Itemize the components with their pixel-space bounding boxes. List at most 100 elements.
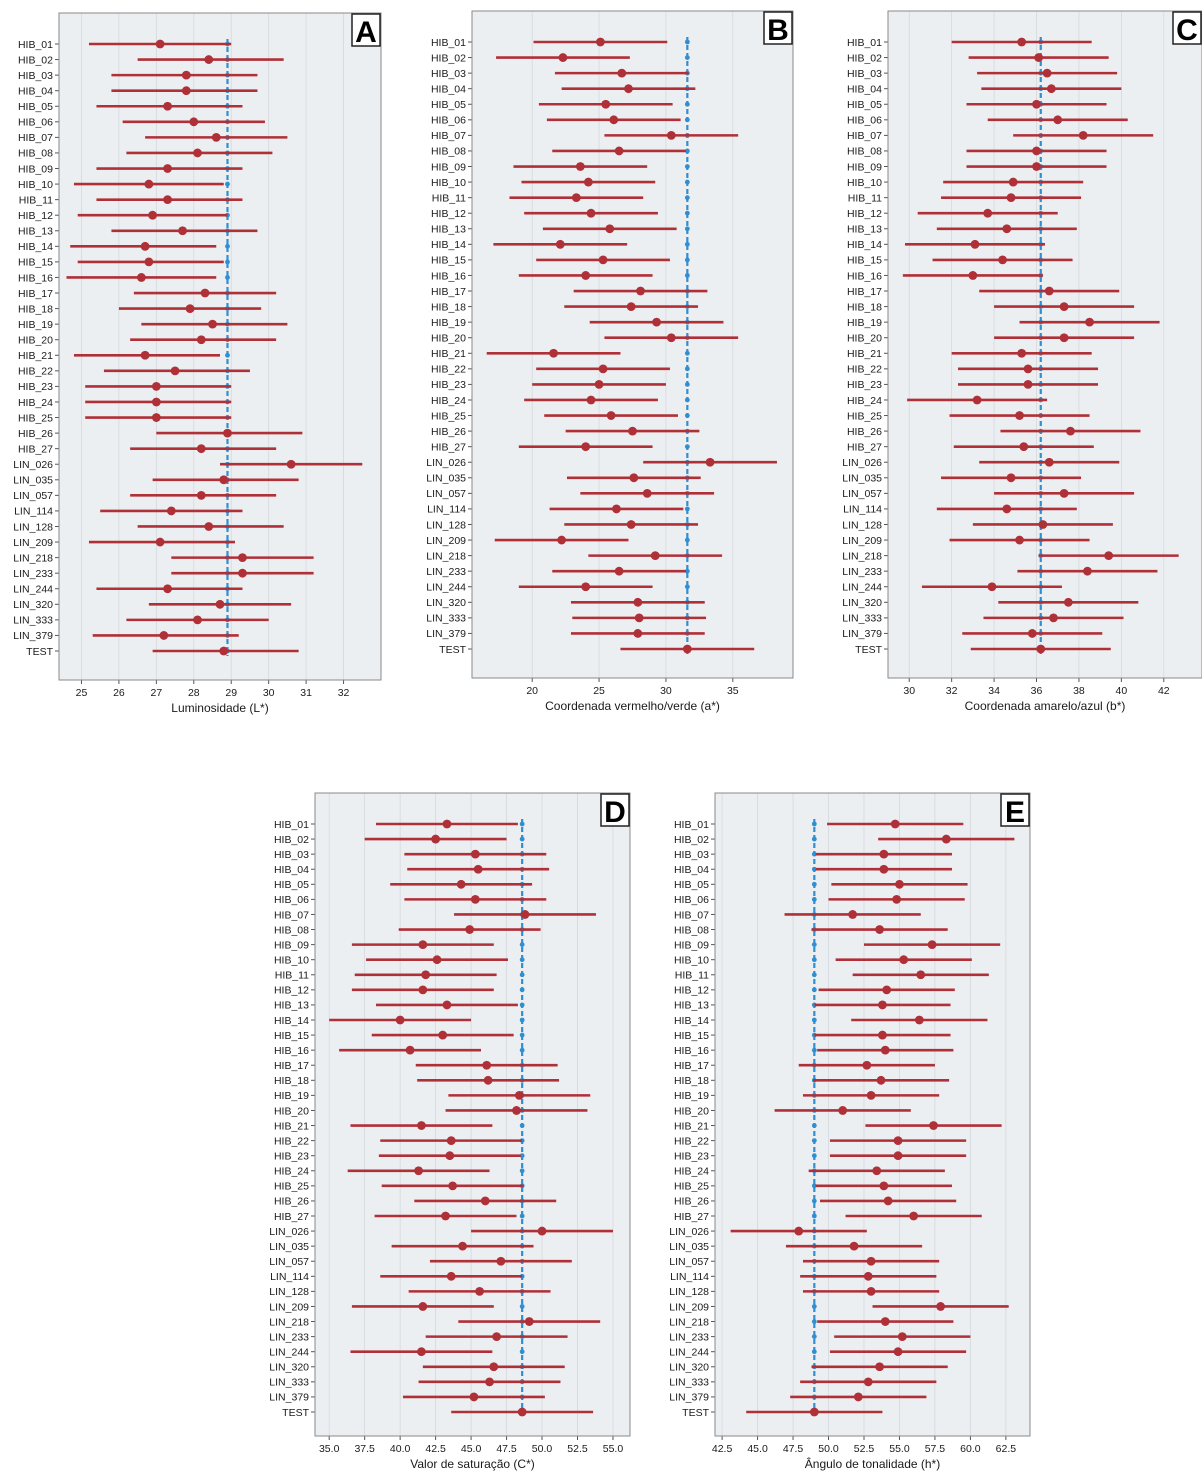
plot-frame bbox=[887, 10, 1202, 679]
category-label: HIB_01 bbox=[847, 37, 882, 49]
category-label: LIN_128 bbox=[426, 519, 466, 531]
estimate-point bbox=[581, 271, 591, 280]
category-label: HIB_04 bbox=[674, 864, 709, 876]
estimate-point bbox=[1046, 84, 1056, 94]
reference-marker bbox=[225, 259, 230, 265]
category-label: HIB_10 bbox=[274, 954, 309, 966]
x-axis-title: Coordenada vermelho/verde (a*) bbox=[545, 699, 720, 713]
category-label: LIN_218 bbox=[426, 550, 466, 562]
estimate-point bbox=[555, 239, 565, 249]
reference-marker bbox=[684, 397, 690, 403]
estimate-point bbox=[442, 819, 452, 829]
category-label: HIB_18 bbox=[18, 303, 53, 315]
category-label: HIB_26 bbox=[18, 428, 53, 440]
category-label: HIB_23 bbox=[274, 1150, 309, 1162]
estimate-point bbox=[417, 1121, 426, 1130]
category-label: HIB_05 bbox=[431, 99, 466, 111]
reference-marker bbox=[811, 1213, 817, 1219]
estimate-point bbox=[575, 162, 585, 171]
estimate-point bbox=[880, 1045, 890, 1055]
estimate-point bbox=[181, 86, 191, 96]
estimate-point bbox=[1042, 68, 1052, 78]
category-label: HIB_03 bbox=[847, 68, 882, 80]
category-label: HIB_08 bbox=[431, 146, 466, 158]
estimate-point bbox=[1059, 488, 1069, 498]
category-label: HIB_21 bbox=[431, 348, 466, 360]
category-label: HIB_09 bbox=[847, 161, 882, 173]
estimate-point bbox=[1023, 364, 1033, 374]
estimate-point bbox=[875, 925, 884, 934]
estimate-point bbox=[470, 849, 480, 859]
estimate-point bbox=[211, 132, 221, 142]
estimate-point bbox=[863, 1377, 873, 1387]
reference-marker bbox=[684, 195, 690, 201]
estimate-point bbox=[144, 257, 154, 267]
estimate-point bbox=[586, 208, 596, 218]
x-axis-title: Valor de saturação (C*) bbox=[410, 1457, 535, 1471]
estimate-point bbox=[1019, 442, 1029, 452]
estimate-point bbox=[968, 271, 978, 280]
category-label: LIN_114 bbox=[270, 1271, 309, 1283]
category-label: LIN_233 bbox=[669, 1331, 709, 1343]
estimate-point bbox=[899, 955, 909, 965]
estimate-point bbox=[492, 1332, 502, 1342]
x-tick-label: 52.5 bbox=[567, 1443, 588, 1455]
category-label: HIB_26 bbox=[847, 426, 882, 438]
category-label: HIB_09 bbox=[18, 163, 53, 175]
category-label: HIB_12 bbox=[674, 985, 709, 997]
estimate-point bbox=[605, 224, 615, 234]
estimate-point bbox=[626, 520, 636, 529]
plot-area bbox=[472, 11, 793, 678]
category-label: HIB_11 bbox=[432, 192, 466, 204]
reference-marker bbox=[811, 896, 817, 902]
category-label: HIB_06 bbox=[847, 115, 882, 127]
category-label: LIN_209 bbox=[426, 535, 466, 547]
estimate-point bbox=[617, 68, 627, 78]
category-label: LIN_209 bbox=[669, 1301, 709, 1313]
category-label: HIB_05 bbox=[674, 879, 709, 891]
plot-area bbox=[59, 13, 381, 680]
category-label: HIB_13 bbox=[431, 224, 466, 236]
estimate-point bbox=[475, 1286, 484, 1296]
category-label: HIB_12 bbox=[847, 208, 882, 220]
estimate-point bbox=[936, 1302, 946, 1311]
category-label: HIB_21 bbox=[674, 1120, 709, 1132]
reference-marker bbox=[519, 1017, 525, 1023]
estimate-point bbox=[178, 226, 187, 236]
estimate-point bbox=[1017, 37, 1027, 47]
category-label: HIB_22 bbox=[274, 1135, 309, 1147]
estimate-point bbox=[238, 553, 247, 563]
estimate-point bbox=[581, 442, 591, 452]
reference-marker bbox=[519, 1168, 525, 1174]
category-label: HIB_08 bbox=[274, 924, 309, 936]
estimate-point bbox=[878, 1000, 887, 1010]
category-label: HIB_18 bbox=[847, 301, 882, 313]
estimate-point bbox=[196, 444, 206, 454]
estimate-point bbox=[682, 644, 692, 654]
plot-frame bbox=[58, 12, 382, 681]
x-tick-label: 62.5 bbox=[996, 1443, 1017, 1455]
estimate-point bbox=[596, 37, 605, 47]
category-label: HIB_14 bbox=[674, 1015, 709, 1027]
estimate-point bbox=[1015, 411, 1024, 420]
estimate-point bbox=[441, 1211, 450, 1221]
category-label: LIN_035 bbox=[269, 1241, 309, 1253]
estimate-point bbox=[893, 1347, 903, 1357]
reference-marker bbox=[684, 257, 690, 263]
category-label: HIB_12 bbox=[431, 208, 466, 220]
x-tick-label: 26 bbox=[113, 687, 125, 699]
estimate-point bbox=[809, 1407, 819, 1417]
estimate-point bbox=[897, 1332, 907, 1342]
reference-marker bbox=[519, 957, 525, 963]
category-label: LIN_333 bbox=[13, 615, 53, 627]
estimate-point bbox=[470, 894, 480, 904]
estimate-point bbox=[882, 985, 892, 995]
estimate-point bbox=[848, 910, 858, 919]
estimate-point bbox=[204, 55, 214, 64]
estimate-point bbox=[1032, 162, 1041, 171]
estimate-point bbox=[163, 164, 172, 173]
x-tick-label: 55.0 bbox=[603, 1443, 624, 1455]
estimate-point bbox=[879, 864, 889, 874]
estimate-point bbox=[421, 970, 431, 980]
reference-marker bbox=[519, 1349, 525, 1355]
